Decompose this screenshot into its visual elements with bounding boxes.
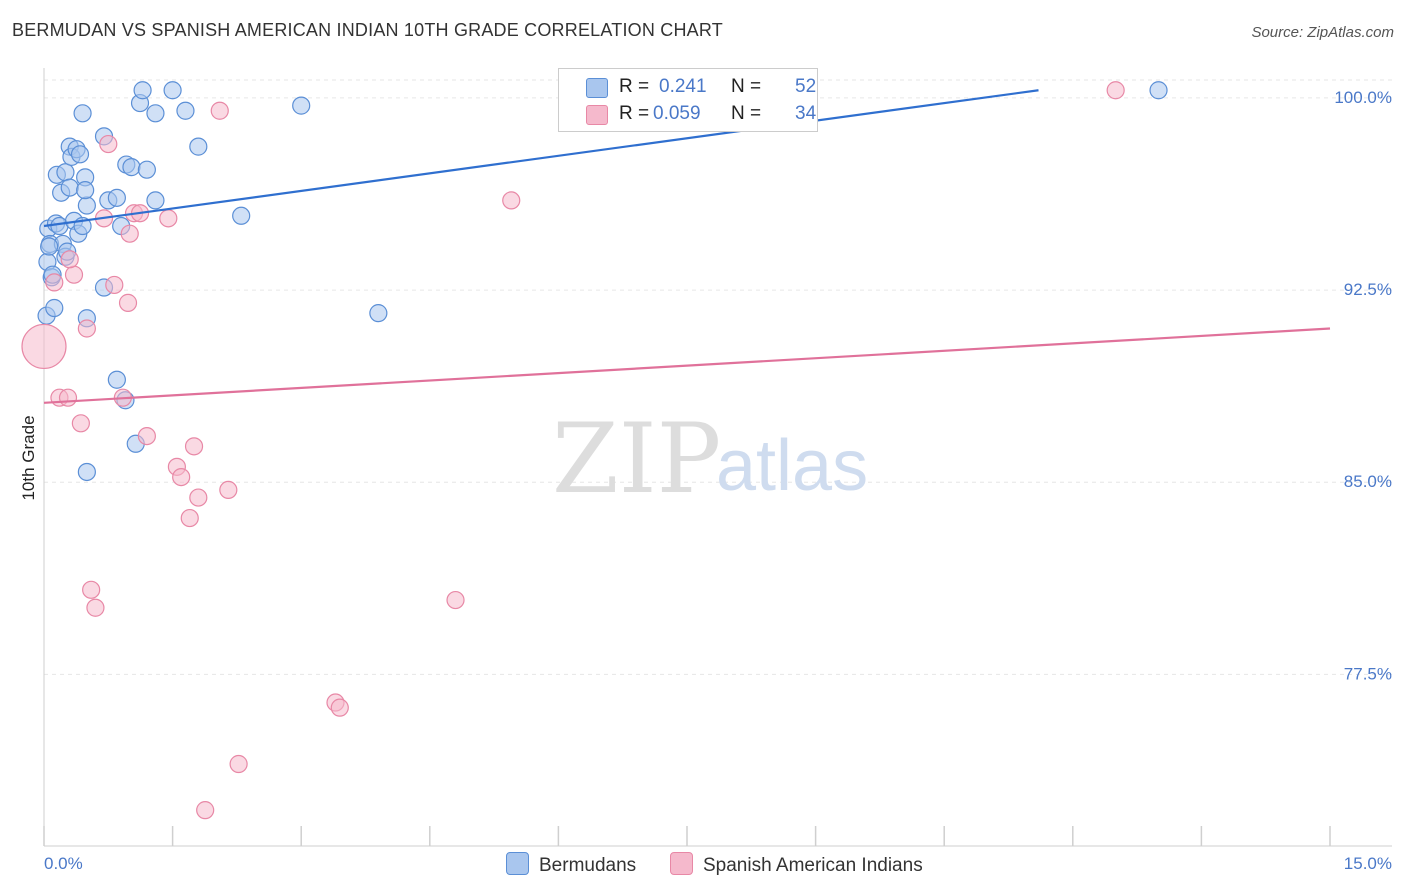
bermudan-point — [146, 104, 165, 123]
legend-n-value: 52 — [795, 76, 817, 97]
bermudan-point — [40, 237, 59, 256]
bermudan-point — [232, 206, 251, 225]
source-label: Source: ZipAtlas.com — [1251, 24, 1394, 41]
bermudan-point — [189, 137, 208, 156]
bermudan-point — [133, 81, 152, 100]
y-tick-label: 92.5% — [1344, 280, 1392, 299]
spanish-american-indian-point — [82, 580, 101, 599]
spanish-american-indian-point — [180, 508, 199, 528]
legend-r-label: R = — [619, 103, 650, 124]
bottom-legend-label: Bermudans — [539, 855, 637, 876]
legend-swatch-pink — [586, 105, 608, 125]
data-points — [21, 81, 1168, 820]
bermudan-point — [56, 163, 75, 182]
spanish-american-indian-point — [64, 265, 84, 284]
legend-r-label: R = — [619, 76, 650, 97]
bottom-legend-swatch-pink — [670, 852, 693, 875]
legend-swatch-blue — [586, 78, 608, 98]
spanish-american-indian-point — [45, 273, 64, 292]
y-tick-label: 100.0% — [1334, 88, 1392, 107]
stats-legend: R = 0.241 N = 52 R = 0.059 N = 34 — [558, 68, 818, 132]
axes — [43, 68, 1392, 847]
spanish-american-indian-point — [229, 754, 248, 774]
bermudan-point — [1149, 81, 1168, 100]
spanish-american-indian-point — [120, 224, 139, 243]
bottom-legend-spanish-american-indians: Spanish American Indians — [670, 852, 923, 877]
bermudan-point — [176, 101, 195, 120]
bermudan-point — [60, 178, 79, 197]
spanish-american-indian-point — [196, 801, 215, 820]
bermudan-point — [70, 145, 90, 164]
spanish-american-indian-point — [21, 323, 67, 370]
y-tick-labels: 77.5% 85.0% 92.5% 100.0% — [1334, 88, 1392, 683]
spanish-american-indian-point — [446, 590, 465, 610]
x-tick-label-min: 0.0% — [44, 854, 83, 873]
spanish-american-indian-point — [60, 250, 79, 269]
bermudan-point — [163, 81, 182, 100]
bermudan-point — [77, 196, 96, 215]
spanish-american-indian-point — [189, 488, 208, 507]
spanish-american-indian-point — [184, 437, 204, 456]
spanish-american-indian-point — [118, 293, 138, 312]
spanish-american-indian-point — [99, 134, 118, 154]
spanish-american-indian-point — [219, 480, 238, 499]
legend-r-value: 0.241 — [659, 76, 707, 97]
y-axis-label: 10th Grade — [19, 415, 38, 500]
gridlines — [44, 79, 1392, 675]
spanish-american-indian-trend-line — [43, 327, 1331, 404]
bermudan-point — [73, 104, 92, 123]
bottom-legend-label: Spanish American Indians — [703, 855, 923, 876]
bermudan-point — [137, 160, 156, 179]
legend-n-value: 34 — [795, 103, 817, 124]
chart-title: BERMUDAN VS SPANISH AMERICAN INDIAN 10TH… — [12, 20, 723, 40]
bermudan-trend-line — [43, 89, 1039, 228]
spanish-american-indian-point — [502, 191, 521, 210]
spanish-american-indian-point — [159, 209, 178, 228]
legend-r-value: 0.059 — [653, 103, 701, 124]
spanish-american-indian-point — [172, 467, 191, 487]
spanish-american-indian-point — [210, 101, 229, 120]
legend-n-label: N = — [731, 103, 762, 124]
spanish-american-indian-point — [105, 275, 124, 295]
bermudan-point — [369, 304, 388, 323]
bermudan-point — [76, 181, 95, 200]
spanish-american-indian-point — [1106, 81, 1125, 100]
legend-n-label: N = — [731, 76, 762, 97]
bermudan-point — [122, 158, 141, 177]
watermark-zip: ZIP — [552, 403, 721, 515]
y-tick-label: 85.0% — [1344, 472, 1392, 491]
y-tick-label: 77.5% — [1344, 664, 1392, 683]
spanish-american-indian-point — [58, 388, 78, 407]
bermudan-point — [45, 298, 64, 318]
watermark-atlas: atlas — [716, 426, 868, 506]
spanish-american-indian-point — [86, 598, 105, 617]
bottom-legend-swatch-blue — [506, 852, 529, 875]
x-tick-label-max: 15.0% — [1344, 854, 1392, 873]
bottom-legend-bermudans: Bermudans — [506, 852, 636, 877]
spanish-american-indian-point — [77, 319, 96, 338]
bermudan-point — [77, 462, 96, 482]
bermudan-point — [107, 370, 126, 389]
bermudan-point — [292, 96, 311, 115]
spanish-american-indian-point — [71, 414, 90, 433]
bermudan-point — [146, 191, 165, 210]
spanish-american-indian-point — [330, 698, 349, 717]
spanish-american-indian-point — [137, 427, 156, 446]
bermudan-point — [107, 188, 126, 207]
trend-lines — [43, 89, 1331, 404]
